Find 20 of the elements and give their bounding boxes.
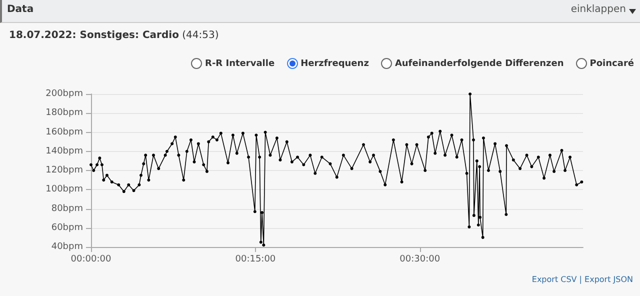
y-tick-label: 60bpm xyxy=(51,222,83,233)
y-tick-label: 200bpm xyxy=(46,89,83,99)
y-tick-label: 80bpm xyxy=(51,204,83,214)
y-tick-label: 140bpm xyxy=(46,146,83,156)
text: R-R Intervalle xyxy=(205,58,275,68)
y-tick-label: 180bpm xyxy=(46,108,83,118)
text: Export CSV | Export JSON xyxy=(532,275,633,284)
text: Herzfrequenz xyxy=(300,58,369,68)
x-tick-label: 00:15:00 xyxy=(235,254,276,264)
text: Aufeinanderfolgende Differenzen xyxy=(394,58,564,68)
y-tick-label: 160bpm xyxy=(46,127,83,138)
chart-title: 18.07.2022: Sonstiges: Cardio (44:53) xyxy=(9,30,219,41)
y-tick-label: 100bpm xyxy=(46,184,83,195)
y-tick-label: 40bpm xyxy=(51,242,83,252)
x-tick-label: 00:00:00 xyxy=(70,254,112,264)
x-tick-label: 00:30:00 xyxy=(400,254,440,264)
y-tick-label: 120bpm xyxy=(46,166,83,176)
text: einklappen xyxy=(570,4,626,15)
text: Data xyxy=(7,4,34,15)
text: Poincaré xyxy=(590,58,634,68)
